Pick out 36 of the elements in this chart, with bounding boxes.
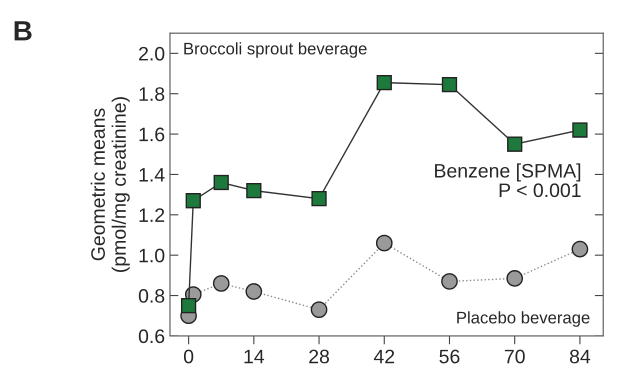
y-tick-label: 0.6 [138,329,164,344]
y-axis-title: Geometric means (pmol/mg creatinine) [90,97,130,272]
x-tick-label: 42 [374,350,394,364]
point [442,77,458,92]
series-label: Broccoli sprout beverage [184,42,367,58]
x-tick-label: 56 [439,350,460,364]
x-tick-label: 84 [570,350,590,364]
point [376,234,393,252]
x-tick-label: 0 [184,350,194,364]
y-tick-label: 0.8 [138,289,164,303]
y-tick-label: 1.6 [140,128,164,142]
point [246,182,262,198]
x-tick-label: 70 [504,350,525,364]
point [214,174,229,190]
point [507,136,522,152]
point [180,298,196,314]
point [310,301,328,318]
y-tick-label: 2.0 [139,46,164,61]
point [311,191,327,206]
y-tick-label: 1.2 [140,208,164,222]
x-tick-label: 14 [244,350,264,364]
text: B [14,21,32,40]
point [441,273,458,290]
point [572,122,588,138]
point [186,193,201,208]
point [245,283,262,300]
y-tick-label: 1.0 [140,248,164,262]
x-tick-label: 28 [309,350,330,364]
point [376,74,392,90]
y-tick-label: 1.4 [140,168,165,182]
point [572,240,588,258]
point [506,270,524,287]
annotation: Benzene [SPMA] P < 0.001 [435,163,581,198]
series-label: Placebo beverage [457,311,590,327]
y-tick-label: 1.8 [140,87,164,101]
point [212,275,230,292]
